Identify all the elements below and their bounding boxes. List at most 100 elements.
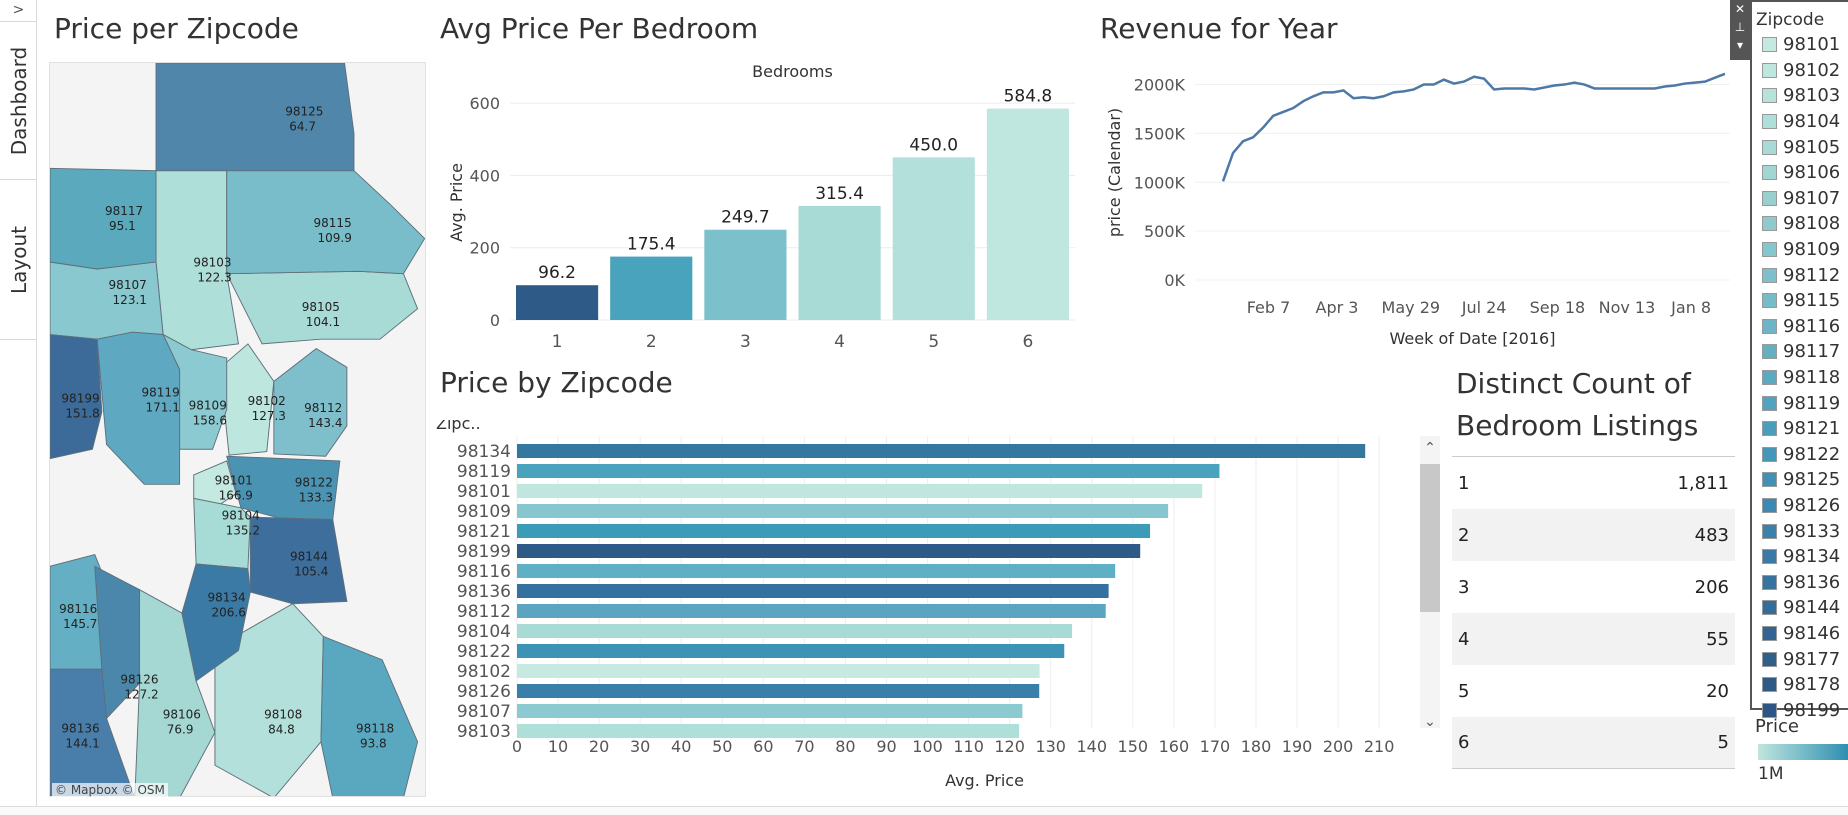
- map-attribution[interactable]: © Mapbox © OSM: [52, 783, 168, 797]
- pin-icon[interactable]: ⊥: [1734, 20, 1746, 34]
- zipcode-legend-item[interactable]: 98104: [1752, 109, 1848, 135]
- zipcode-legend-item[interactable]: 98136: [1752, 569, 1848, 595]
- map-label-zip-98117: 98117: [105, 204, 143, 218]
- map-label-zip-98102: 98102: [248, 394, 286, 408]
- zipcode-legend-item[interactable]: 98146: [1752, 621, 1848, 647]
- legend-zip-label: 98112: [1783, 264, 1841, 286]
- map-region-98144: [249, 516, 348, 605]
- map-label-zip-98122: 98122: [295, 476, 333, 490]
- zipcode-legend-item[interactable]: 98199: [1752, 697, 1848, 723]
- zip-x-tick: 210: [1364, 737, 1395, 756]
- zipcode-legend-item[interactable]: 98106: [1752, 160, 1848, 186]
- zip-scrollbar-thumb: [1420, 464, 1440, 612]
- legend-swatch: [1762, 549, 1777, 565]
- zipcode-legend-item[interactable]: 98105: [1752, 134, 1848, 160]
- map-label-zip-98107: 98107: [109, 278, 147, 292]
- zip-bar: [517, 584, 1109, 598]
- zipcode-legend[interactable]: Zipcode 98101 98102 98103 98104 98105 98106 98…: [1750, 0, 1848, 721]
- zipcode-legend-item[interactable]: 98116: [1752, 314, 1848, 340]
- zip-chart-svg: Zipc.. 0 10 20 30 40 50 60 70 80 90 100 110 120 130 140…: [436, 414, 1440, 790]
- map-region-98199: [50, 334, 103, 460]
- revenue-x-tick: Feb 7: [1247, 298, 1291, 317]
- map-label-zip-98109: 98109: [189, 398, 227, 412]
- distinct-count-title-line1: Distinct Count of: [1456, 367, 1691, 400]
- bottom-scroll-bar[interactable]: [0, 806, 1848, 815]
- zipcode-legend-item[interactable]: 98101: [1752, 32, 1848, 58]
- tab-dashboard[interactable]: Dashboard: [0, 22, 37, 180]
- bedroom-bar: [704, 229, 787, 320]
- legend-zip-label: 98101: [1783, 34, 1841, 56]
- zip-x-tick: 140: [1076, 737, 1107, 756]
- zipcode-legend-item[interactable]: 98119: [1752, 390, 1848, 416]
- tab-layout-label: Layout: [6, 225, 31, 294]
- legend-zip-label: 98178: [1783, 674, 1841, 696]
- map-label-price-98199: 151.8: [65, 406, 99, 420]
- zipcode-legend-item[interactable]: 98122: [1752, 442, 1848, 468]
- zipcode-legend-item[interactable]: 98144: [1752, 595, 1848, 621]
- legend-zip-label: 98107: [1783, 187, 1841, 209]
- bedroom-chart[interactable]: Bedrooms Avg. Price 0 200 400 600 96.2 1 175.4 2 2…: [440, 55, 1080, 355]
- zipcode-legend-item[interactable]: 98133: [1752, 518, 1848, 544]
- map-label-price-98136: 144.1: [65, 736, 99, 750]
- legend-swatch: [1762, 472, 1777, 488]
- distinct-count-table: 1 1,811 2 483 3 206 4 55 5 20 6 5: [1452, 456, 1735, 769]
- bedroom-x-tick: 5: [928, 332, 939, 352]
- bedroom-bar-value-label: 315.4: [815, 184, 864, 204]
- legend-zip-label: 98134: [1783, 546, 1841, 568]
- menu-dropdown-icon[interactable]: ▾: [1736, 38, 1744, 52]
- map-label-price-98102: 127.3: [252, 409, 286, 423]
- legend-zip-label: 98199: [1783, 699, 1841, 721]
- map-label-price-98109: 158.6: [193, 413, 227, 427]
- chevron-up-icon: ⌃: [1424, 440, 1436, 456]
- revenue-x-tick: Jul 24: [1461, 298, 1507, 317]
- zip-x-tick: 80: [835, 737, 855, 756]
- price-color-gradient: [1758, 744, 1848, 760]
- zip-y-tick: 98126: [457, 682, 511, 702]
- legend-swatch: [1762, 421, 1777, 437]
- zipcode-legend-item[interactable]: 98177: [1752, 646, 1848, 672]
- distinct-count-row[interactable]: 1 1,811: [1452, 457, 1735, 509]
- zipcode-legend-item[interactable]: 98109: [1752, 237, 1848, 263]
- zipcode-legend-item[interactable]: 98108: [1752, 211, 1848, 237]
- distinct-count-row[interactable]: 3 206: [1452, 561, 1735, 613]
- legend-swatch: [1762, 318, 1777, 334]
- zipcode-legend-item[interactable]: 98178: [1752, 672, 1848, 698]
- zip-y-tick: 98102: [457, 662, 511, 682]
- zipcode-legend-item[interactable]: 98118: [1752, 365, 1848, 391]
- revenue-chart[interactable]: price (Calendar) 0K 500K 1000K 1500K 2000K Feb…: [1100, 55, 1740, 355]
- zip-y-tick: 98109: [457, 502, 511, 522]
- revenue-x-tick: Jan 8: [1670, 298, 1711, 317]
- zip-x-tick: 150: [1118, 737, 1149, 756]
- zipcode-map[interactable]: 98101 166.9 98102 127.3 98103 122.3 98104 135.2…: [49, 62, 426, 797]
- distinct-count-row[interactable]: 2 483: [1452, 509, 1735, 561]
- zip-x-tick: 170: [1200, 737, 1231, 756]
- zipcode-legend-item[interactable]: 98121: [1752, 416, 1848, 442]
- tab-layout[interactable]: Layout: [0, 180, 37, 340]
- zipcode-legend-item[interactable]: 98125: [1752, 467, 1848, 493]
- zipcode-legend-item[interactable]: 98103: [1752, 83, 1848, 109]
- close-icon[interactable]: ✕: [1734, 2, 1746, 16]
- map-label-zip-98115: 98115: [314, 216, 352, 230]
- zip-bar: [517, 644, 1065, 658]
- revenue-x-tick: Apr 3: [1316, 298, 1359, 317]
- zip-x-tick: 100: [912, 737, 943, 756]
- revenue-y-tick: 2000K: [1134, 76, 1186, 95]
- zipcode-legend-item[interactable]: 98115: [1752, 288, 1848, 314]
- zipcode-legend-item[interactable]: 98112: [1752, 262, 1848, 288]
- distinct-count-row[interactable]: 4 55: [1452, 613, 1735, 665]
- legend-swatch: [1762, 600, 1777, 616]
- distinct-count-row[interactable]: 5 20: [1452, 665, 1735, 717]
- collapse-panel-button[interactable]: >: [0, 0, 37, 22]
- zipcode-legend-item[interactable]: 98107: [1752, 186, 1848, 212]
- zipcode-legend-item[interactable]: 98102: [1752, 58, 1848, 84]
- map-label-zip-98104: 98104: [222, 508, 260, 522]
- zip-y-tick: 98122: [457, 642, 511, 662]
- zipcode-legend-item[interactable]: 98126: [1752, 493, 1848, 519]
- zipcode-legend-item[interactable]: 98134: [1752, 544, 1848, 570]
- zip-chart[interactable]: Zipc.. 0 10 20 30 40 50 60 70 80 90 100 110 120 130 140…: [432, 414, 1442, 795]
- distinct-count-value: 483: [1694, 524, 1729, 546]
- map-region-98125: [155, 63, 355, 172]
- zipcode-legend-item[interactable]: 98117: [1752, 339, 1848, 365]
